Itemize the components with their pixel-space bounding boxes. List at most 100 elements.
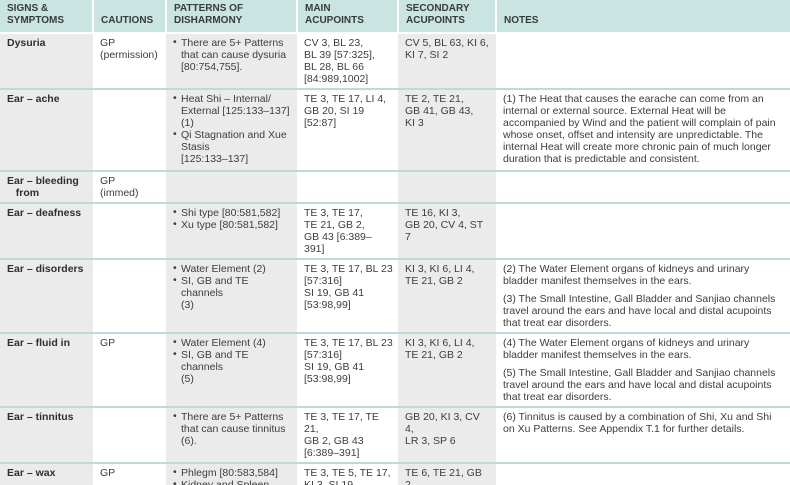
pattern-text: Water Element (4)	[181, 337, 266, 349]
main-acupoints-cell: TE 3, TE 17, LI 4, GB 20, SI 19 [52:87]	[297, 89, 398, 172]
pattern-text: Kidney and Spleen Yang Xu [80:583,584]	[181, 479, 270, 485]
pattern-text: Water Element (2)	[181, 263, 266, 275]
pattern-text: SI, GB and TE channels (3)	[181, 275, 249, 311]
bullet-icon: •	[173, 336, 177, 348]
symptom-cell: Ear – disorders	[0, 259, 93, 334]
caution-cell	[93, 89, 166, 172]
patterns-cell: • Water Element (2) • SI, GB and TE channel…	[166, 259, 297, 334]
main-acupoints-cell: TE 3, TE 17, TE 21, GB 2, GB 43 [6:389–3…	[297, 407, 398, 464]
patterns-cell	[166, 171, 297, 204]
patterns-cell: • There are 5+ Patterns that can cause ti…	[166, 407, 297, 464]
patterns-cell: • Phlegm [80:583,584] • Kidney and Spleen Y…	[166, 463, 297, 485]
secondary-acupoints-cell: TE 6, TE 21, GB 2, GB 34, KI 7	[398, 463, 496, 485]
main-acupoints-cell: CV 3, BL 23, BL 39 [57:325], BL 28, BL 6…	[297, 33, 398, 90]
column-header-signs-symptoms: SIGNS & SYMPTOMS	[0, 0, 93, 34]
pattern-bullet-item: • Water Element (4)	[173, 336, 292, 349]
pattern-bullet-item: • Qi Stagnation and Xue Stasis [125:133–1…	[173, 128, 292, 165]
note-paragraph: (2) The Water Element organs of kidneys …	[503, 263, 750, 287]
main-acupoints-cell: TE 3, TE 17, BL 23 [57:316] SI 19, GB 41…	[297, 333, 398, 408]
table-row: Ear – tinnitus • There are 5+ Patterns th…	[0, 407, 790, 464]
notes-cell: (1) The Heat that causes the earache can…	[496, 89, 790, 172]
pattern-text: Xu type [80:581,582]	[181, 219, 278, 231]
pattern-text: Shi type [80:581,582]	[181, 207, 281, 219]
symptom-cell: Ear – wax	[0, 463, 93, 485]
note-paragraph: (6) Tinnitus is caused by a combination …	[503, 411, 772, 435]
notes-cell: (6) Tinnitus is caused by a combination …	[496, 407, 790, 464]
secondary-acupoints-cell: CV 5, BL 63, KI 6, KI 7, SI 2	[398, 33, 496, 90]
column-header-patterns-of-disharmony: PATTERNS OF DISHARMONY	[165, 0, 297, 34]
symptom-cell: Ear – bleeding from	[0, 171, 93, 204]
pattern-bullet-item: • Kidney and Spleen Yang Xu [80:583,584]	[173, 478, 292, 485]
column-header-main-acupoints: MAIN ACUPOINTS	[296, 0, 398, 34]
notes-cell: (2) The Water Element organs of kidneys …	[496, 259, 790, 334]
caution-cell: GP (permission)	[93, 33, 166, 90]
bullet-icon: •	[173, 206, 177, 218]
pattern-bullet-item: • Water Element (2)	[173, 262, 292, 275]
caution-cell: GP	[93, 333, 166, 408]
table-row: Ear – disorders • Water Element (2) • SI, G…	[0, 259, 790, 334]
bullet-icon: •	[173, 410, 177, 422]
symptom-cell: Ear – fluid in	[0, 333, 93, 408]
table-header-row: SIGNS & SYMPTOMS CAUTIONS PATTERNS OF DI…	[0, 0, 790, 34]
bullet-icon: •	[173, 36, 177, 48]
bullet-icon: •	[173, 478, 177, 485]
bullet-icon: •	[173, 466, 177, 478]
notes-cell	[496, 463, 790, 485]
patterns-cell: • There are 5+ Patterns that can cause dy…	[166, 33, 297, 90]
column-header-notes: NOTES	[495, 0, 790, 34]
table-row: Ear – fluid in GP • Water Element (4) • SI,…	[0, 333, 790, 408]
note-paragraph: (3) The Small Intestine, Gall Bladder an…	[503, 293, 776, 329]
notes-cell: (4) The Water Element organs of kidneys …	[496, 333, 790, 408]
caution-cell	[93, 407, 166, 464]
patterns-cell: • Water Element (4) • SI, GB and TE channel…	[166, 333, 297, 408]
table-row: Ear – deafness • Shi type [80:581,582] • Xu…	[0, 203, 790, 260]
secondary-acupoints-cell: GB 20, KI 3, CV 4, LR 3, SP 6	[398, 407, 496, 464]
caution-cell	[93, 259, 166, 334]
note-paragraph: (1) The Heat that causes the earache can…	[503, 93, 776, 165]
bullet-icon: •	[173, 274, 177, 286]
bullet-icon: •	[173, 218, 177, 230]
main-acupoints-cell: TE 3, TE 17, BL 23 [57:316] SI 19, GB 41…	[297, 259, 398, 334]
table-row: Ear – wax GP • Phlegm [80:583,584] • Kidney…	[0, 463, 790, 485]
patterns-cell: • Heat Shi – Internal/ External [125:133–…	[166, 89, 297, 172]
notes-cell	[496, 33, 790, 90]
symptom-cell: Ear – deafness	[0, 203, 93, 260]
pattern-text: There are 5+ Patterns that can cause tin…	[181, 411, 286, 447]
secondary-acupoints-cell: TE 16, KI 3, GB 20, CV 4, ST 7	[398, 203, 496, 260]
pattern-bullet-item: • Heat Shi – Internal/ External [125:133–…	[173, 92, 292, 129]
secondary-acupoints-cell: KI 3, KI 6, LI 4, TE 21, GB 2	[398, 333, 496, 408]
pattern-text: Qi Stagnation and Xue Stasis [125:133–13…	[181, 129, 287, 165]
table-row: Ear – ache • Heat Shi – Internal/ Externa…	[0, 89, 790, 172]
caution-cell: GP	[93, 463, 166, 485]
patterns-cell: • Shi type [80:581,582] • Xu type [80:581,5…	[166, 203, 297, 260]
bullet-icon: •	[173, 348, 177, 360]
pattern-text: Heat Shi – Internal/ External [125:133–1…	[181, 93, 290, 129]
main-acupoints-cell	[297, 171, 398, 204]
bullet-icon: •	[173, 92, 177, 104]
note-paragraph: (5) The Small Intestine, Gall Bladder an…	[503, 367, 776, 403]
pattern-bullet-item: • Xu type [80:581,582]	[173, 218, 292, 231]
secondary-acupoints-cell	[398, 171, 496, 204]
main-acupoints-cell: TE 3, TE 17, TE 21, GB 2, GB 43 [6:389– …	[297, 203, 398, 260]
caution-cell: GP (immed)	[93, 171, 166, 204]
notes-cell	[496, 171, 790, 204]
column-header-cautions: CAUTIONS	[92, 0, 166, 34]
table-row: Ear – bleeding from GP (immed)	[0, 171, 790, 204]
bullet-icon: •	[173, 128, 177, 140]
pattern-bullet-item: • Phlegm [80:583,584]	[173, 466, 292, 479]
pattern-text: There are 5+ Patterns that can cause dys…	[181, 37, 287, 73]
pattern-text: Phlegm [80:583,584]	[181, 467, 278, 479]
notes-cell	[496, 203, 790, 260]
caution-cell	[93, 203, 166, 260]
bullet-icon: •	[173, 262, 177, 274]
column-header-secondary-acupoints: SECONDARY ACUPOINTS	[397, 0, 496, 34]
table-row: Dysuria GP (permission) • There are 5+ Pa…	[0, 33, 790, 90]
note-paragraph: (4) The Water Element organs of kidneys …	[503, 337, 750, 361]
main-acupoints-cell: TE 3, TE 5, TE 17, KI 3, SI 19	[297, 463, 398, 485]
symptom-cell: Dysuria	[0, 33, 93, 90]
symptom-cell: Ear – ache	[0, 89, 93, 172]
pattern-text: SI, GB and TE channels (5)	[181, 349, 249, 385]
pattern-bullet-item: • Shi type [80:581,582]	[173, 206, 292, 219]
